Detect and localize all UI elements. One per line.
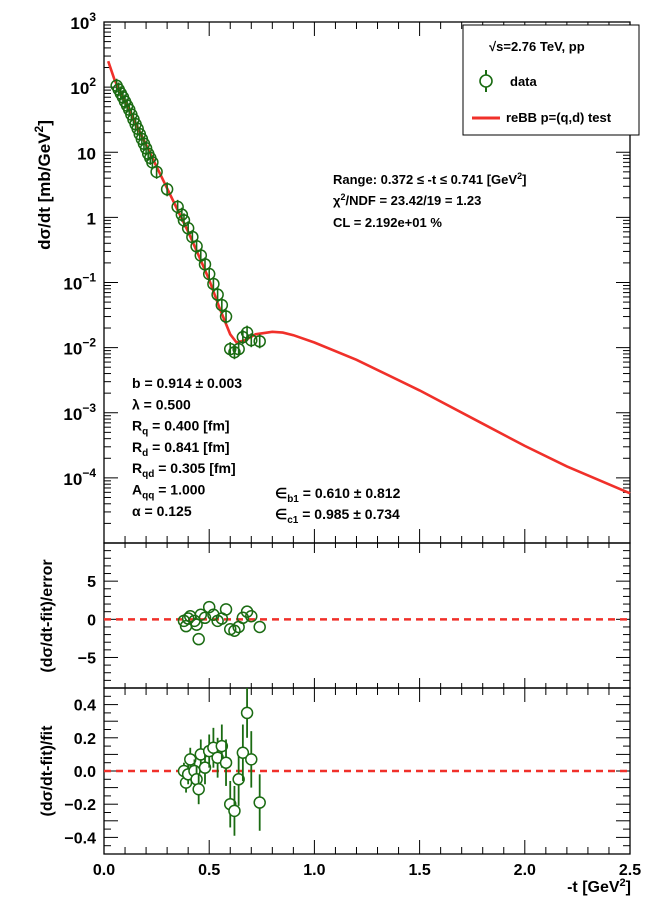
data-point — [160, 183, 174, 196]
x-axis-title: -t [GeV2] — [567, 877, 631, 896]
relative-y-axis: 0.4 0.2 0.0 −0.2 −0.4 — [64, 695, 630, 847]
legend-header: √s=2.76 TeV, pp — [489, 39, 585, 54]
y-tick-label: 103 — [70, 10, 96, 33]
relative-point — [232, 773, 245, 786]
parameter-line: Rq = 0.400 [fm] — [132, 418, 230, 438]
fit-chi2: χ2/NDF = 23.42/19 = 1.23 — [333, 192, 481, 208]
data-point — [150, 165, 163, 179]
y-tick-label: 0 — [87, 612, 96, 629]
relative-y-axis-title: (dσ/dt-fit)/fit — [39, 725, 56, 817]
x-tick-label: 2.0 — [514, 862, 536, 879]
parameter-line: ∈b1 = 0.610 ± 0.812 — [275, 485, 401, 505]
relative-point — [192, 783, 205, 796]
residual-points — [177, 600, 266, 646]
relative-points — [177, 688, 266, 836]
data-points — [110, 78, 266, 360]
parameter-line: λ = 0.500 — [132, 396, 191, 412]
x-tick-label: 2.5 — [619, 862, 641, 879]
parameters-right: ∈b1 = 0.610 ± 0.812∈c1 = 0.985 ± 0.734 — [275, 485, 401, 526]
y-tick-label: 10−1 — [63, 271, 96, 294]
relative-point — [236, 746, 250, 759]
y-tick-label: 5 — [87, 574, 96, 591]
residual-point — [192, 632, 205, 646]
relative-point — [245, 753, 258, 766]
fit-info: Range: 0.372 ≤ -t ≤ 0.741 [GeV2] χ2/NDF … — [333, 171, 526, 230]
residual-point — [253, 620, 266, 634]
fit-range: Range: 0.372 ≤ -t ≤ 0.741 [GeV2] — [333, 171, 526, 187]
parameter-line: α = 0.125 — [132, 503, 192, 519]
parameter-line: Aqq = 1.000 — [132, 482, 206, 502]
residual-point — [240, 605, 254, 618]
x-tick-label: 1.5 — [408, 862, 430, 879]
y-tick-label: −0.2 — [64, 797, 96, 814]
y-tick-label: 10 — [77, 144, 96, 163]
residual-point — [228, 624, 241, 638]
y-tick-label: 10−3 — [63, 401, 96, 424]
residual-y-axis: 5 0 −5 — [78, 550, 630, 681]
data-point — [215, 298, 229, 312]
x-tick-labels: 0.0 0.5 1.0 1.5 2.0 2.5 — [93, 862, 641, 879]
parameter-line: Rqd = 0.305 [fm] — [132, 460, 236, 480]
relative-point — [240, 706, 254, 720]
y-tick-label: −0.4 — [64, 830, 96, 847]
relative-point — [219, 756, 233, 769]
relative-point — [190, 773, 203, 786]
relative-point — [228, 804, 241, 818]
residual-x-axis — [103, 543, 631, 688]
main-y-axis-title: dσ/dt [mb/GeV2] — [32, 120, 54, 250]
residual-point — [202, 600, 216, 614]
y-tick-label: −5 — [78, 650, 96, 667]
data-point — [175, 208, 189, 221]
legend-fit-label: reBB p=(q,d) test — [506, 110, 612, 125]
data-point — [131, 122, 144, 135]
data-point — [211, 288, 224, 301]
residual-point — [245, 610, 258, 623]
data-point — [240, 326, 254, 339]
data-point — [245, 333, 258, 347]
x-tick-label: 1.0 — [303, 862, 325, 879]
y-tick-label: 10−4 — [63, 466, 96, 489]
y-tick-label: 0.0 — [74, 764, 96, 781]
x-tick-label: 0.5 — [198, 862, 220, 879]
data-point — [236, 330, 250, 344]
data-point — [232, 342, 245, 356]
residual-y-axis-title: (dσ/dt-fit)/error — [39, 559, 56, 672]
parameter-line: b = 0.914 ± 0.003 — [132, 375, 242, 391]
main-x-axis — [103, 22, 631, 543]
y-tick-label: 0.4 — [74, 698, 96, 715]
y-tick-label: 0.2 — [74, 731, 96, 748]
parameter-line: Rd = 0.841 [fm] — [132, 439, 230, 459]
relative-point — [198, 761, 212, 774]
relative-x-axis — [103, 688, 631, 854]
parameters-left: b = 0.914 ± 0.003 λ = 0.500 Rq = 0.400 [fm… — [132, 375, 242, 519]
parameter-line: ∈c1 = 0.985 ± 0.734 — [275, 506, 400, 526]
y-tick-label: 1 — [87, 209, 96, 228]
data-point — [253, 335, 266, 348]
y-tick-label: 102 — [70, 75, 96, 98]
residual-point — [198, 611, 212, 625]
y-tick-label: 10−2 — [63, 336, 96, 359]
legend: √s=2.76 TeV, pp data reBB p=(q,d) test — [462, 24, 640, 136]
legend-data-label: data — [510, 74, 538, 89]
data-point — [219, 310, 233, 323]
relative-point — [215, 739, 229, 753]
residual-point — [219, 603, 233, 616]
residual-point — [181, 612, 195, 625]
relative-point — [184, 753, 197, 766]
data-point — [207, 277, 220, 291]
x-tick-label: 0.0 — [93, 862, 115, 879]
legend-marker-icon — [479, 70, 493, 92]
relative-point — [253, 796, 266, 809]
fit-cl: CL = 2.192e+01 % — [333, 215, 442, 230]
